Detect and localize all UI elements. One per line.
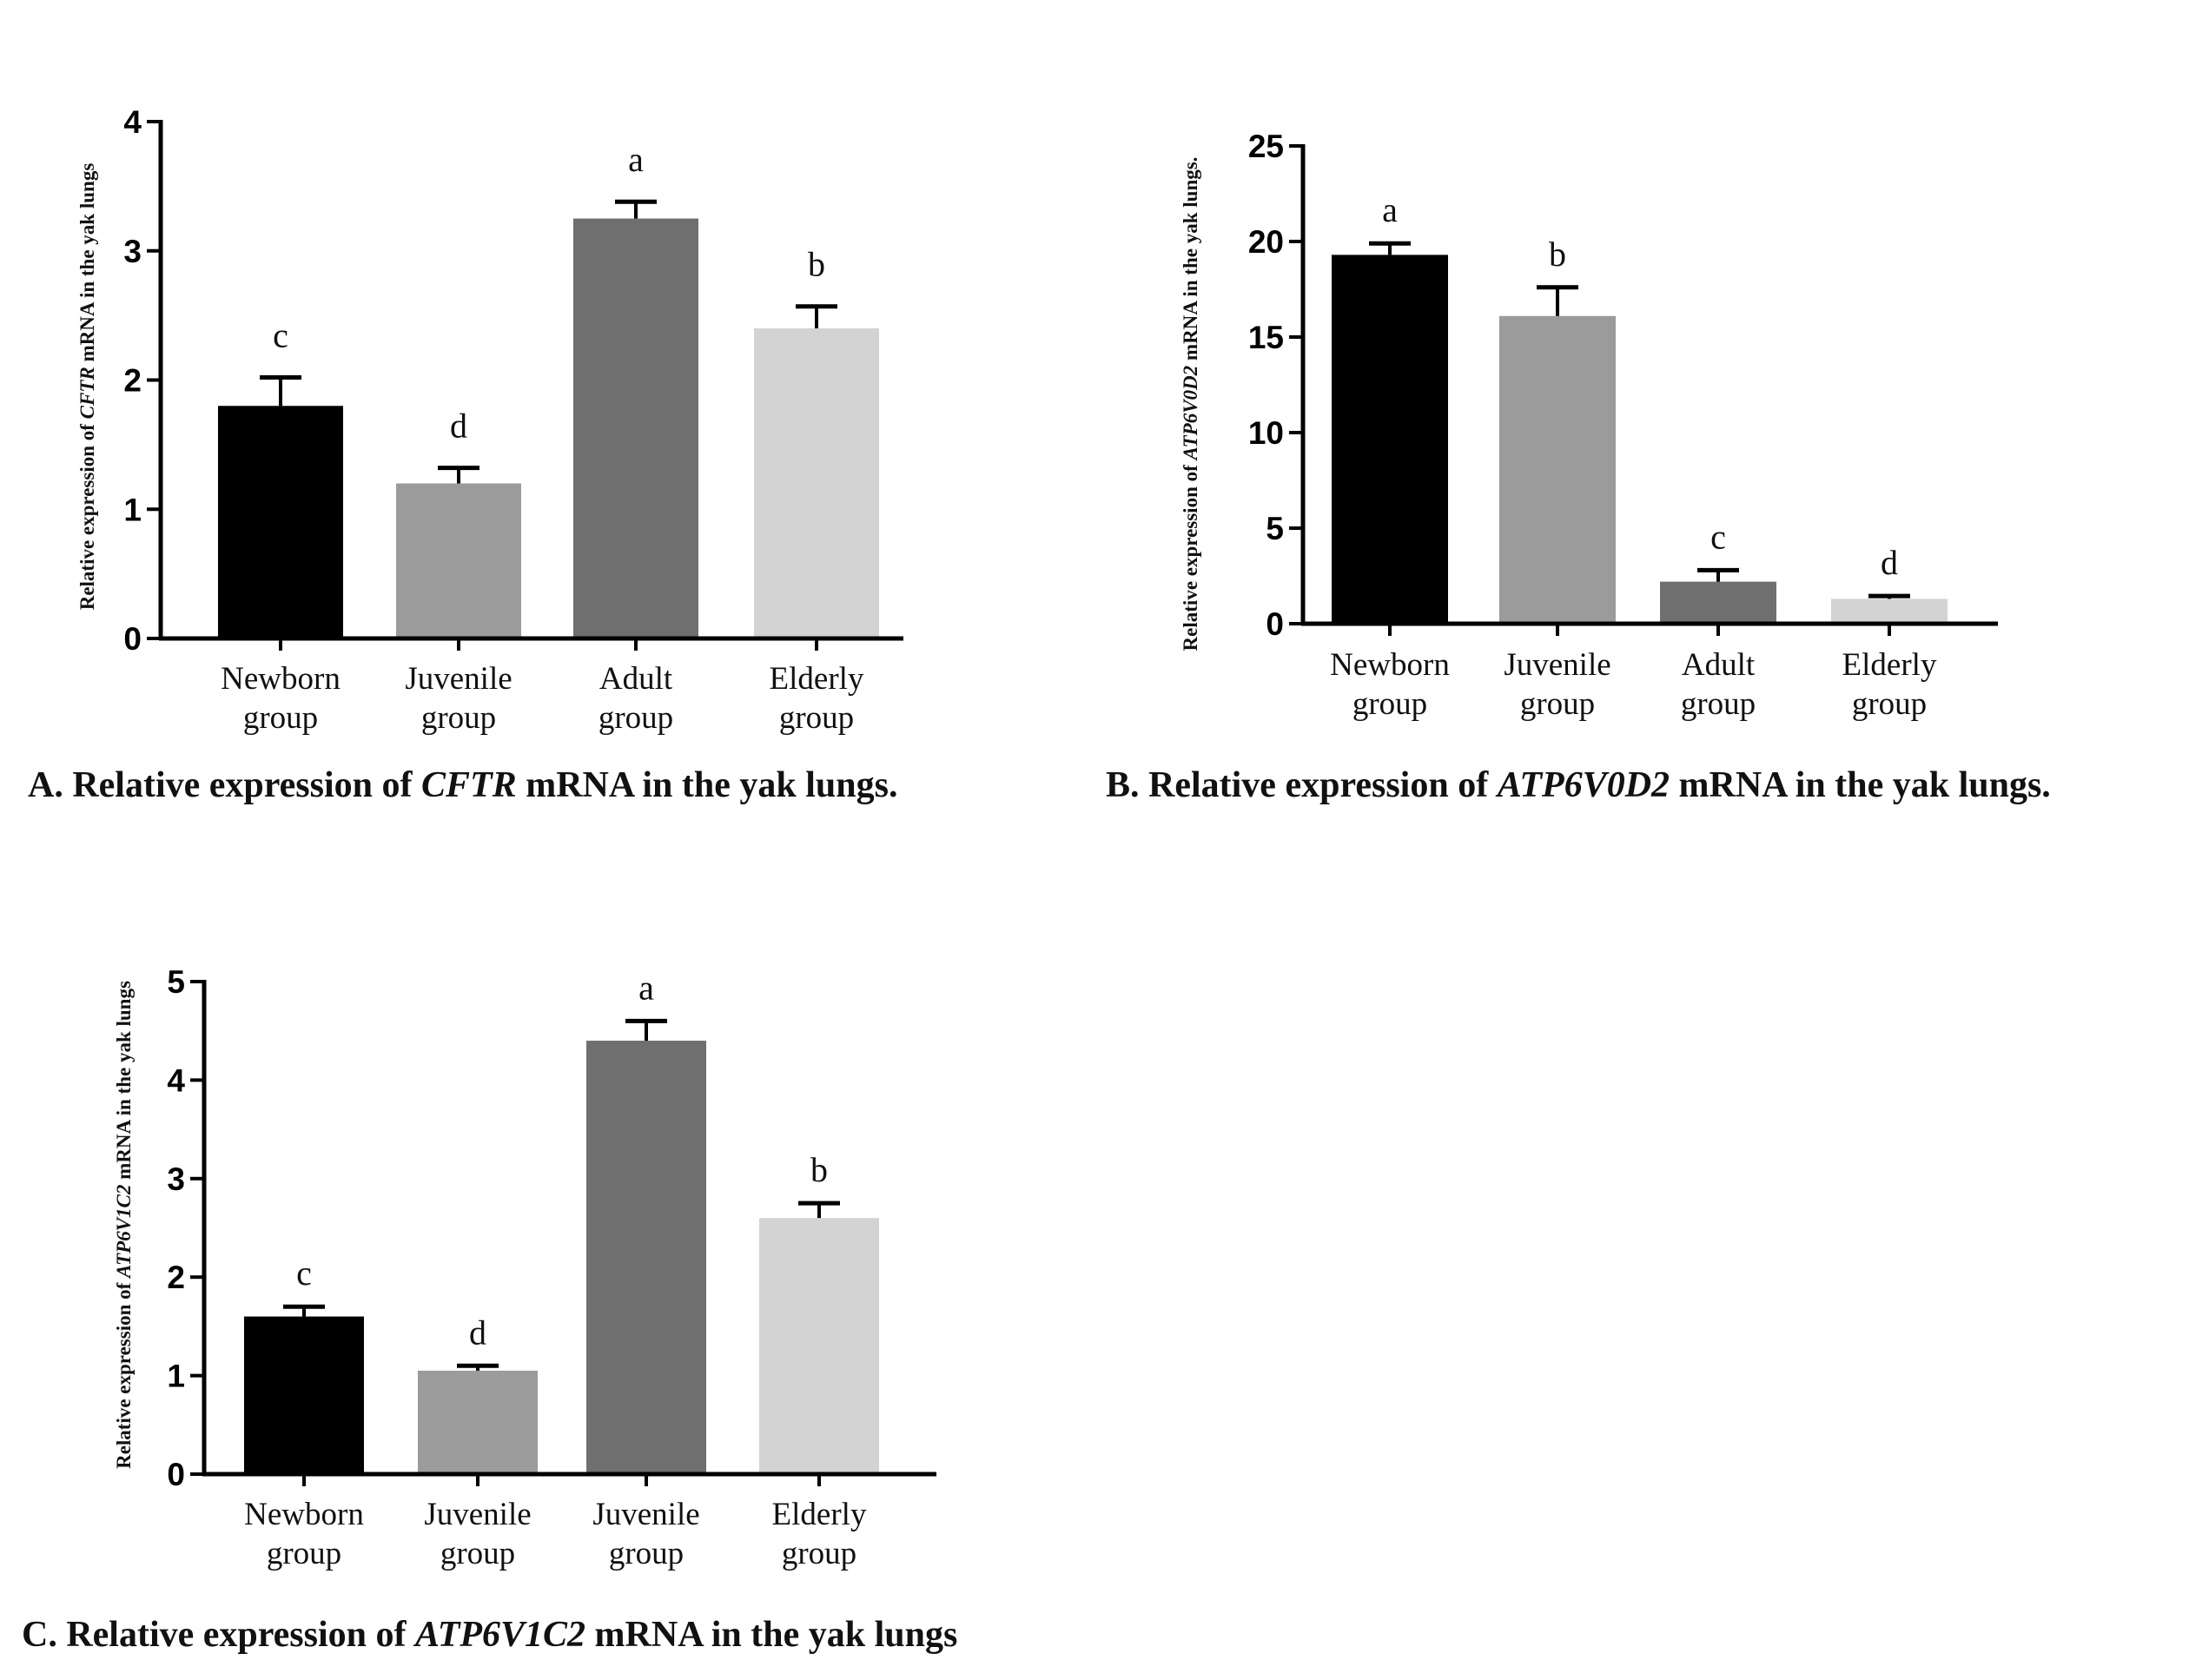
bar-3 [1831, 599, 1948, 624]
x-tick-label-3-1: group [1852, 686, 1927, 722]
y-tick-label-4: 20 [1248, 224, 1284, 260]
x-tick-label-0-0: Newborn [221, 661, 341, 697]
y-tick-label-3: 3 [123, 234, 142, 269]
y-tick-label-3: 15 [1248, 320, 1284, 355]
bar-0 [244, 1316, 364, 1474]
significance-label-2: a [638, 968, 654, 1007]
significance-label-1: b [1549, 235, 1566, 274]
caption-a: A. Relative expression of CFTR mRNA in t… [28, 765, 897, 805]
y-tick-label-1: 5 [1266, 511, 1284, 546]
x-tick-label-0-0: Newborn [244, 1497, 364, 1532]
x-tick-label-0-1: group [267, 1536, 341, 1571]
y-tick-label-4: 4 [123, 104, 142, 140]
y-tick-label-5: 25 [1248, 129, 1284, 164]
significance-label-2: a [628, 140, 644, 179]
y-tick-label-0: 0 [123, 621, 142, 657]
bar-2 [1660, 581, 1776, 624]
x-tick-label-2-1: group [1681, 686, 1756, 722]
y-axis-label-b: Relative expression of ATP6V0D2 mRNA in … [1180, 157, 1201, 651]
panel-a: cNewborngroupdJuvenilegroupaAdultgroupbE… [28, 104, 903, 805]
significance-label-0: c [296, 1253, 312, 1293]
bar-0 [1332, 255, 1448, 624]
bar-2 [573, 218, 698, 638]
significance-label-0: a [1382, 190, 1398, 229]
x-tick-label-3-0: Elderly [770, 661, 864, 697]
y-tick-label-0: 0 [167, 1457, 185, 1492]
x-tick-label-1-0: Juvenile [424, 1497, 531, 1532]
y-axis-label-a: Relative expression of CFTR mRNA in the … [76, 163, 98, 611]
x-tick-label-0-0: Newborn [1330, 647, 1450, 683]
y-tick-label-2: 2 [123, 363, 142, 399]
x-tick-label-3-1: group [782, 1536, 856, 1571]
y-tick-label-3: 3 [167, 1161, 185, 1197]
y-axis-label-c: Relative expression of ATP6V1C2 mRNA in … [113, 981, 135, 1469]
bar-1 [396, 483, 521, 638]
significance-label-0: c [273, 316, 288, 355]
y-tick-label-1: 1 [123, 492, 142, 527]
x-tick-label-1-1: group [1520, 686, 1595, 722]
bar-1 [1499, 315, 1616, 624]
x-tick-label-1-1: group [440, 1536, 515, 1571]
x-tick-label-0-1: group [1352, 686, 1427, 722]
x-tick-label-2-0: Adult [599, 661, 673, 697]
x-tick-label-2-0: Adult [1682, 647, 1756, 683]
panel-b: aNewborngroupbJuvenilegroupcAdultgroupdE… [1106, 129, 2051, 805]
significance-label-3: b [808, 245, 825, 284]
y-tick-label-2: 10 [1248, 415, 1284, 451]
chart-atp6v0d2: aNewborngroupbJuvenilegroupcAdultgroupdE… [1248, 129, 1998, 722]
x-tick-label-1-0: Juvenile [1504, 647, 1610, 683]
significance-label-1: d [469, 1313, 486, 1352]
bar-2 [586, 1041, 706, 1474]
chart-cftr: cNewborngroupdJuvenilegroupaAdultgroupbE… [123, 104, 903, 736]
y-tick-label-5: 5 [167, 964, 185, 1000]
significance-label-3: b [810, 1150, 828, 1189]
significance-label-2: c [1710, 517, 1726, 556]
x-tick-label-2-1: group [609, 1536, 684, 1571]
y-tick-label-4: 4 [167, 1062, 185, 1098]
y-tick-label-0: 0 [1266, 606, 1284, 642]
significance-label-3: d [1881, 543, 1898, 582]
y-tick-label-2: 2 [167, 1260, 185, 1295]
x-tick-label-3-1: group [779, 700, 854, 736]
panel-c: c Newborn group d Juvenile group a Juvenile grou… [22, 964, 957, 1655]
x-tick-label-1-0: Juvenile [405, 661, 512, 697]
bar-0 [218, 406, 343, 638]
x-tick-label-3-0: Elderly [772, 1497, 867, 1532]
significance-label-1: d [450, 407, 467, 446]
x-tick-label-2-0: Juvenile [592, 1497, 699, 1532]
x-tick-label-2-1: group [599, 700, 673, 736]
bar-3 [759, 1218, 879, 1474]
bar-3 [754, 328, 879, 638]
chart-atp6v1c2: c Newborn group d Juvenile group a Juvenile grou… [167, 964, 936, 1571]
y-tick-label-1: 1 [167, 1359, 185, 1394]
caption-b: B. Relative expression of ATP6V0D2 mRNA … [1106, 765, 2051, 805]
bar-1 [418, 1370, 538, 1474]
x-tick-label-3-0: Elderly [1842, 647, 1937, 683]
x-tick-label-1-1: group [421, 700, 496, 736]
x-tick-label-0-1: group [243, 700, 318, 736]
caption-c: C. Relative expression of ATP6V1C2 mRNA … [22, 1615, 957, 1655]
